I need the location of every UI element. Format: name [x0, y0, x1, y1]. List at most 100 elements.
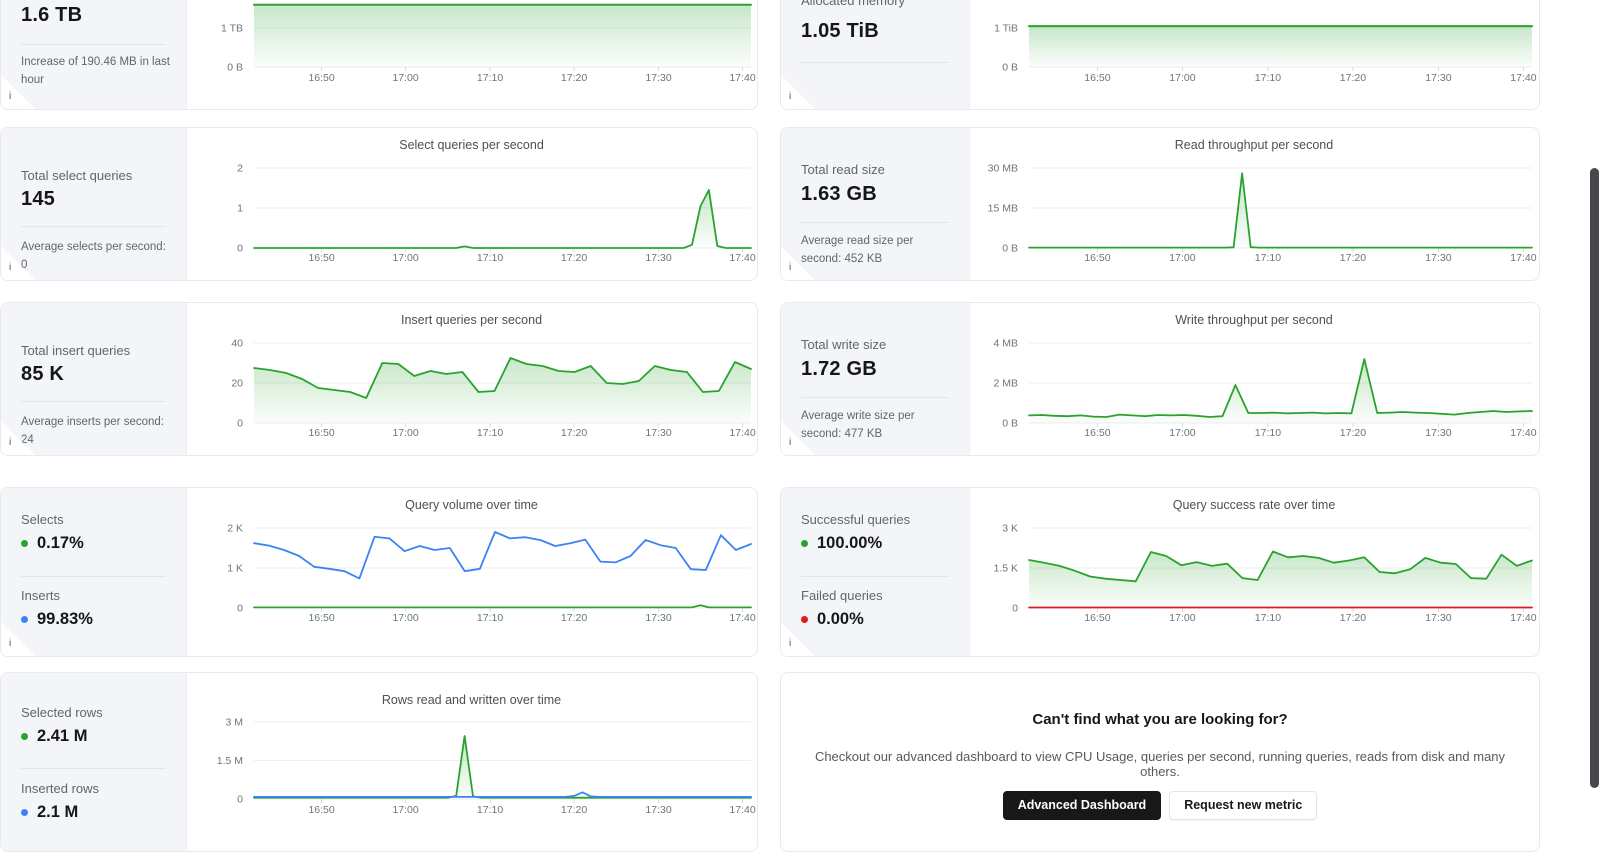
scrollbar-thumb[interactable] — [1590, 168, 1599, 788]
divider — [21, 768, 166, 769]
svg-text:17:10: 17:10 — [1255, 72, 1281, 84]
successful-queries-stat: 100.00% — [801, 534, 882, 553]
corner-fold — [1, 74, 36, 109]
info-icon[interactable]: i — [9, 262, 12, 273]
svg-text:17:00: 17:00 — [1169, 72, 1195, 84]
failed-queries-value: 0.00% — [817, 610, 864, 628]
green-dot-icon — [21, 540, 28, 547]
svg-text:17:30: 17:30 — [1425, 252, 1451, 264]
selects-label: Selects — [21, 512, 64, 527]
svg-text:3 M: 3 M — [225, 716, 243, 728]
chart-title: Insert queries per second — [400, 313, 543, 327]
select-queries-subtitle: Average selects per second: 0 — [21, 241, 166, 272]
divider — [801, 222, 949, 223]
svg-text:17:20: 17:20 — [1340, 427, 1366, 439]
svg-text:1 K: 1 K — [227, 563, 243, 575]
chart-title: Select queries per second — [399, 138, 544, 152]
svg-text:16:50: 16:50 — [308, 804, 334, 816]
svg-text:17:40: 17:40 — [729, 252, 755, 264]
svg-text:17:10: 17:10 — [477, 427, 503, 439]
blue-dot-icon — [21, 809, 28, 816]
svg-text:17:20: 17:20 — [561, 252, 587, 264]
corner-fold — [781, 621, 816, 656]
write-size-value: 1.72 GB — [801, 358, 877, 380]
query-success-stat-panel: Successful queries 100.00% Failed querie… — [781, 488, 970, 656]
svg-text:17:20: 17:20 — [1340, 612, 1366, 624]
query-success-rate-chart[interactable]: 3 K 1.5 K 0 16:50 17:00 17:10 17:20 17:30 17:40 Q… — [969, 488, 1539, 656]
svg-text:17:10: 17:10 — [477, 252, 503, 264]
insert-queries-subtitle: Average inserts per second: 24 — [21, 416, 164, 447]
disk-usage-chart[interactable]: 1 TB 0 B 16:50 17:00 17:10 17:20 17:30 17:40 — [186, 0, 757, 109]
svg-text:3 K: 3 K — [1002, 523, 1018, 535]
chart-title: Query success rate over time — [1172, 498, 1336, 512]
svg-text:17:20: 17:20 — [561, 804, 587, 816]
inserted-rows-value: 2.1 M — [37, 803, 79, 821]
svg-text:2: 2 — [237, 163, 243, 175]
card-rows: Selected rows 2.41 M Inserted rows 2.1 M… — [0, 672, 758, 852]
advanced-dashboard-button[interactable]: Advanced Dashboard — [1002, 791, 1162, 820]
select-qps-chart[interactable]: 2 1 0 16:50 17:00 17:10 17:20 17:30 17:40 Select … — [186, 128, 757, 280]
svg-text:1: 1 — [237, 203, 243, 215]
read-throughput-chart[interactable]: 30 MB 15 MB 0 B 16:50 17:00 17:10 17:20 17:30 17… — [969, 128, 1539, 280]
chart-title: Rows read and written over time — [381, 693, 562, 707]
svg-text:4 MB: 4 MB — [993, 338, 1018, 350]
divider — [21, 44, 166, 45]
info-icon[interactable]: i — [789, 91, 792, 102]
read-size-label: Total read size — [801, 162, 885, 177]
allocated-memory-chart[interactable]: 1 TiB 0 B 16:50 17:00 17:10 17:20 17:30 17:40 — [969, 0, 1539, 109]
request-new-metric-button[interactable]: Request new metric — [1169, 791, 1318, 820]
svg-text:0 B: 0 B — [1002, 62, 1018, 74]
read-size-stat-panel: Total read size 1.63 GB Average read siz… — [781, 128, 970, 280]
info-icon[interactable]: i — [789, 638, 792, 649]
corner-fold — [781, 245, 816, 280]
disk-usage-stat-panel: 1.6 TB Increase of 190.46 MB in last hou… — [1, 0, 187, 109]
info-icon[interactable]: i — [789, 262, 792, 273]
inserted-rows-label: Inserted rows — [21, 781, 100, 796]
svg-text:17:00: 17:00 — [392, 252, 418, 264]
query-mix-stat-panel: Selects 0.17% Inserts 99.83% i — [1, 488, 187, 656]
svg-text:0: 0 — [237, 418, 243, 430]
successful-queries-label: Successful queries — [801, 512, 911, 527]
chart-title: Query volume over time — [405, 498, 538, 512]
info-icon[interactable]: i — [9, 638, 12, 649]
rows-read-written-chart[interactable]: 3 M 1.5 M 0 16:50 17:00 17:10 17:20 17:30 17:40 R… — [186, 673, 757, 851]
svg-text:16:50: 16:50 — [308, 72, 334, 84]
svg-text:17:20: 17:20 — [1340, 252, 1366, 264]
svg-text:0: 0 — [1012, 603, 1018, 615]
svg-text:0: 0 — [237, 794, 243, 806]
write-throughput-chart[interactable]: 4 MB 2 MB 0 B 16:50 17:00 17:10 17:20 17:30 17:4… — [969, 303, 1539, 455]
select-queries-label: Total select queries — [21, 168, 133, 183]
inserts-value: 99.83% — [37, 610, 93, 628]
divider — [801, 576, 949, 577]
divider — [21, 576, 166, 577]
successful-queries-value: 100.00% — [817, 534, 883, 552]
svg-text:0 B: 0 B — [1002, 243, 1018, 255]
corner-fold — [781, 420, 816, 455]
svg-text:17:00: 17:00 — [392, 612, 418, 624]
inserted-rows-stat: 2.1 M — [21, 803, 78, 822]
info-icon[interactable]: i — [789, 437, 792, 448]
svg-text:17:40: 17:40 — [729, 804, 755, 816]
insert-qps-chart[interactable]: 40 20 0 16:50 17:00 17:10 17:20 17:30 17:40 Inser… — [186, 303, 757, 455]
svg-text:17:00: 17:00 — [392, 804, 418, 816]
info-icon[interactable]: i — [9, 91, 12, 102]
insert-queries-label: Total insert queries — [21, 343, 131, 358]
info-icon[interactable]: i — [9, 437, 12, 448]
svg-text:17:00: 17:00 — [1169, 427, 1195, 439]
query-volume-chart[interactable]: 2 K 1 K 0 16:50 17:00 17:10 17:20 17:30 17:40 Que… — [186, 488, 757, 656]
corner-fold — [781, 74, 816, 109]
card-query-success: Successful queries 100.00% Failed querie… — [780, 487, 1540, 657]
corner-fold — [1, 420, 36, 455]
promo-body: Checkout our advanced dashboard to view … — [814, 749, 1506, 779]
divider — [21, 401, 166, 402]
svg-text:17:40: 17:40 — [729, 72, 755, 84]
svg-text:16:50: 16:50 — [1084, 252, 1110, 264]
svg-text:16:50: 16:50 — [308, 612, 334, 624]
svg-text:17:10: 17:10 — [1255, 252, 1281, 264]
svg-text:30 MB: 30 MB — [988, 163, 1018, 175]
svg-text:1.5 M: 1.5 M — [217, 755, 243, 767]
card-disk-usage: 1.6 TB Increase of 190.46 MB in last hou… — [0, 0, 758, 110]
card-allocated-memory: Allocated memory 1.05 TiB i 1 TiB 0 B 16:5… — [780, 0, 1540, 110]
card-select-queries: Total select queries 145 Average selects… — [0, 127, 758, 281]
read-size-value: 1.63 GB — [801, 183, 877, 205]
